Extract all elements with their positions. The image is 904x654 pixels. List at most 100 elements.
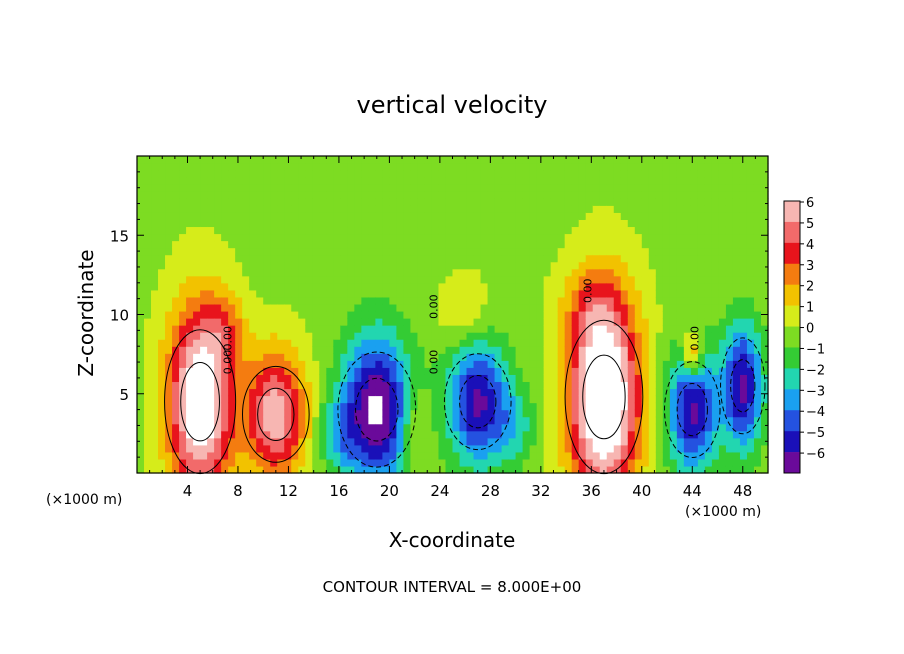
heatmap-cell [340, 184, 348, 192]
heatmap-cell [319, 205, 327, 213]
heatmap-cell [382, 437, 390, 446]
heatmap-cell [515, 240, 524, 249]
heatmap-cell [144, 395, 152, 404]
heatmap-cell [158, 303, 166, 312]
heatmap-cell [298, 198, 306, 206]
heatmap-cell [256, 240, 264, 249]
heatmap-cell [641, 247, 650, 256]
heatmap-cell [389, 177, 398, 185]
heatmap-cell [732, 318, 741, 326]
heatmap-cell [361, 247, 369, 256]
heatmap-cell [550, 261, 559, 270]
heatmap-cell [550, 388, 559, 397]
heatmap-cell [760, 233, 769, 242]
heatmap-cell [431, 282, 440, 291]
heatmap-cell [599, 395, 608, 404]
heatmap-cell [459, 191, 468, 199]
heatmap-cell [284, 261, 292, 270]
heatmap-cell [249, 226, 257, 235]
heatmap-cell [515, 296, 524, 305]
heatmap-cell [410, 170, 419, 178]
heatmap-cell [578, 191, 587, 199]
heatmap-cell [536, 240, 545, 249]
heatmap-cell [207, 268, 215, 277]
heatmap-cell [473, 247, 482, 256]
heatmap-cell [718, 233, 727, 242]
heatmap-cell [515, 318, 524, 326]
heatmap-cell [242, 310, 250, 319]
heatmap-cell [361, 205, 369, 213]
heatmap-cell [683, 430, 692, 439]
heatmap-cell [697, 198, 706, 206]
heatmap-cell [669, 465, 678, 474]
heatmap-cell [207, 191, 215, 199]
heatmap-cell [165, 465, 173, 474]
heatmap-cell [186, 332, 194, 340]
heatmap-cell [466, 388, 475, 397]
heatmap-cell [354, 268, 362, 277]
heatmap-cell [340, 296, 348, 305]
heatmap-cell [578, 247, 587, 256]
colorbar-swatch [784, 221, 800, 244]
heatmap-cell [746, 289, 755, 298]
heatmap-cell [585, 240, 594, 249]
heatmap-cell [347, 184, 355, 192]
heatmap-cell [305, 367, 313, 375]
heatmap-cell [438, 339, 447, 347]
heatmap-cell [557, 367, 566, 375]
heatmap-cell [599, 437, 608, 446]
heatmap-cell [277, 339, 285, 347]
heatmap-cell [564, 240, 573, 249]
heatmap-cell [466, 282, 475, 291]
heatmap-cell [613, 437, 622, 446]
heatmap-cell [711, 367, 720, 375]
heatmap-cell [676, 254, 685, 263]
heatmap-cell [368, 205, 376, 213]
heatmap-cell [277, 233, 285, 242]
heatmap-cell [557, 268, 566, 277]
heatmap-cell [711, 444, 720, 453]
heatmap-cell [214, 332, 222, 340]
heatmap-cell [515, 402, 524, 411]
heatmap-cell [718, 402, 727, 411]
heatmap-cell [529, 205, 538, 213]
heatmap-cell [746, 310, 755, 319]
heatmap-cell [725, 254, 734, 263]
heatmap-cell [620, 177, 629, 185]
heatmap-cell [179, 219, 187, 228]
heatmap-cell [305, 219, 313, 228]
heatmap-cell [403, 367, 412, 375]
heatmap-cell [760, 268, 769, 277]
heatmap-cell [466, 156, 475, 164]
heatmap-cell [179, 198, 187, 206]
heatmap-cell [438, 381, 447, 390]
heatmap-cell [165, 219, 173, 228]
heatmap-cell [389, 163, 398, 171]
heatmap-cell [599, 388, 608, 397]
heatmap-cell [193, 177, 201, 185]
heatmap-cell [760, 416, 769, 425]
heatmap-cell [452, 458, 461, 467]
heatmap-cell [137, 233, 145, 242]
heatmap-cell [592, 332, 601, 340]
heatmap-cell [732, 198, 741, 206]
heatmap-cell [277, 191, 285, 199]
heatmap-cell [179, 360, 187, 368]
heatmap-cell [557, 465, 566, 474]
heatmap-cell [333, 240, 341, 249]
heatmap-cell [389, 318, 398, 326]
heatmap-cell [676, 247, 685, 256]
heatmap-cell [508, 444, 517, 453]
heatmap-cell [697, 282, 706, 291]
heatmap-cell [711, 465, 720, 474]
heatmap-cell [438, 423, 447, 432]
heatmap-cell [585, 367, 594, 375]
heatmap-cell [375, 261, 383, 270]
heatmap-cell [333, 339, 341, 347]
heatmap-cell [396, 191, 405, 199]
heatmap-cell [690, 402, 699, 411]
heatmap-cell [242, 395, 250, 404]
heatmap-cell [298, 318, 306, 326]
heatmap-cell [326, 310, 334, 319]
heatmap-cell [606, 184, 615, 192]
